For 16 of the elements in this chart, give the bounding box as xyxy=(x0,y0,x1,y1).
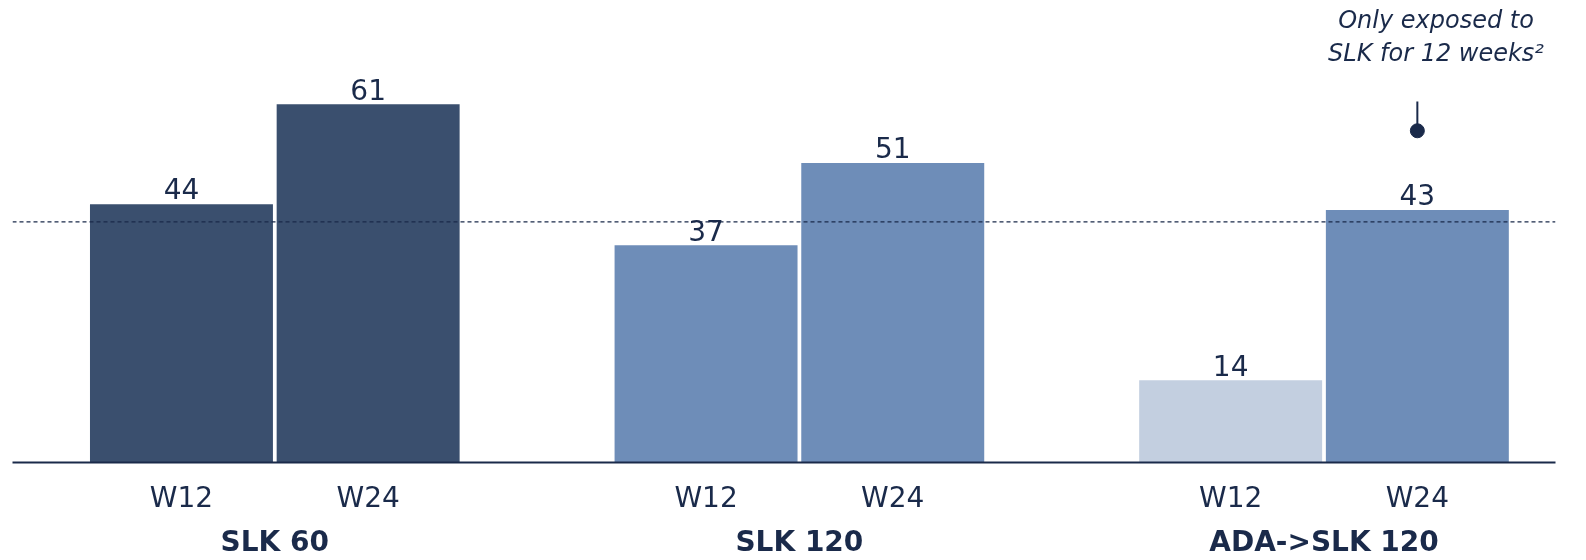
data-label: 14 xyxy=(1212,349,1249,383)
text: SLK 120 xyxy=(735,524,864,558)
x-tick-label: W12 xyxy=(149,480,214,514)
data-label: 37 xyxy=(688,214,724,248)
data-label: 43 xyxy=(1399,179,1436,213)
x-tick-label: W24 xyxy=(861,480,925,514)
x-tick-label: W24 xyxy=(1385,480,1450,514)
data-label: 61 xyxy=(350,73,386,107)
data-label: 44 xyxy=(163,173,200,207)
data-label: 51 xyxy=(874,132,911,166)
text: ADA->SLK 120 xyxy=(1209,524,1439,558)
x-tick-label: W12 xyxy=(674,480,738,514)
x-tick-label: W12 xyxy=(1199,480,1263,514)
x-tick-label: W24 xyxy=(336,480,400,514)
text: SLK 60 xyxy=(220,524,330,558)
text: Only exposed to SLK for 12 weeks² xyxy=(1328,6,1545,67)
